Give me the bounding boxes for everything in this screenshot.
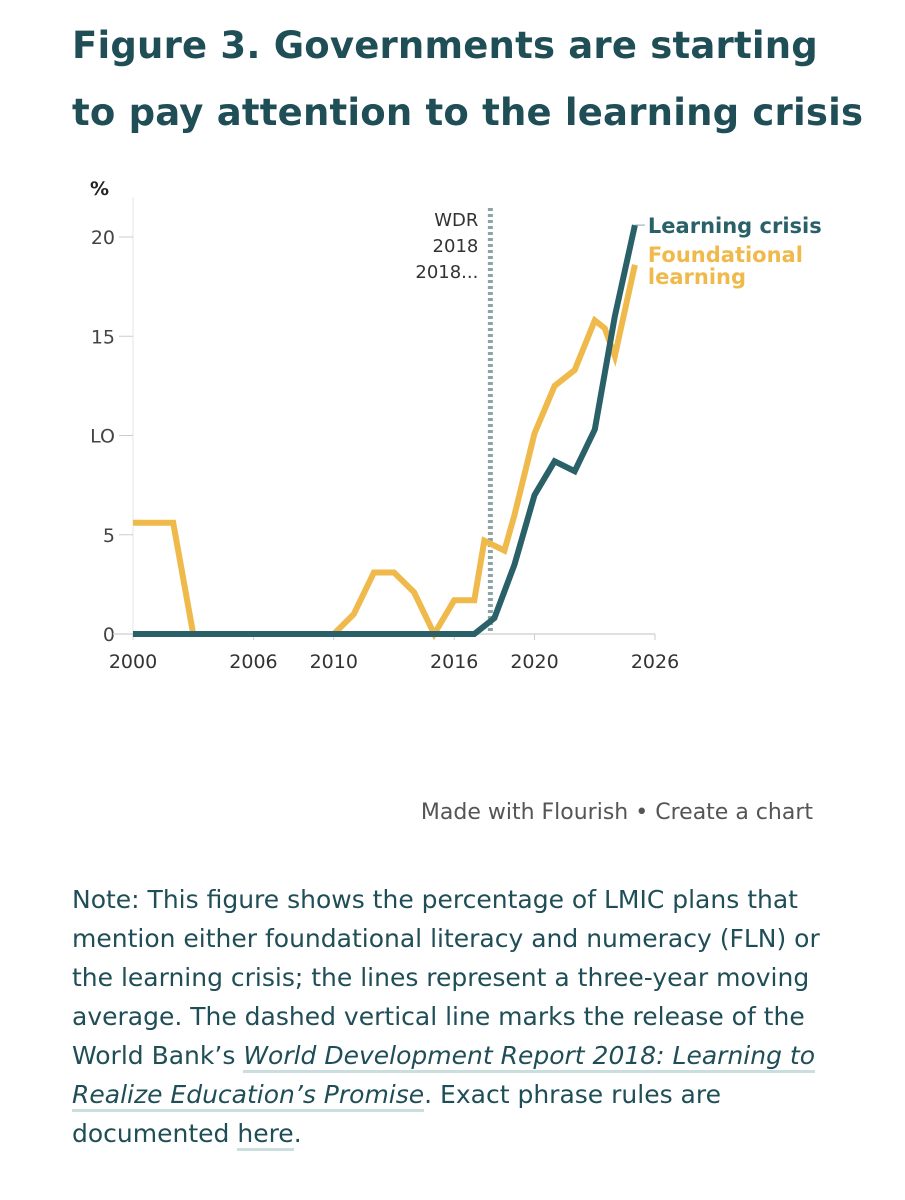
- legend-foundational-learning: Foundational learning: [648, 243, 803, 289]
- x-tick-label: 2006: [229, 651, 277, 673]
- note-text-2: . Exact phrase rules are documented: [72, 1080, 721, 1148]
- made-with-flourish-link[interactable]: Made with Flourish: [420, 800, 629, 825]
- annotation-label: 2018: [433, 236, 479, 257]
- annotation-label: WDR: [434, 210, 478, 231]
- wdr-annotation: WDR 2018 2018...: [415, 208, 493, 634]
- y-tick-label: LO: [90, 426, 115, 448]
- series-line-foundational-learning: [133, 264, 638, 641]
- x-tick-label: 2020: [510, 651, 558, 673]
- series-labels: Learning crisis Foundational learning: [634, 214, 822, 289]
- wdr-report-title: World Development Report 2018: Learning …: [72, 1041, 816, 1109]
- credit-separator: •: [635, 800, 649, 825]
- note-text: Note: This figure shows the percentage o…: [72, 885, 820, 1070]
- x-tick-label: 2026: [631, 651, 679, 673]
- series-line-learning-crisis: [133, 224, 638, 637]
- create-chart-link[interactable]: Create a chart: [655, 800, 813, 825]
- line-chart: % 0 5 LO 15 20 2000 2006 2010 2016 2020 2026 WDR 20…: [90, 178, 822, 673]
- annotation-label: 2018...: [415, 262, 478, 283]
- y-tick-label: 0: [103, 624, 115, 646]
- flourish-credit: Made with Flourish • Create a chart: [421, 800, 813, 825]
- legend-learning-crisis: Learning crisis: [648, 214, 822, 238]
- x-tick-label: 2000: [109, 651, 157, 673]
- x-tick-label: 2016: [430, 651, 478, 673]
- y-tick-label: 20: [91, 227, 115, 249]
- phrase-rules-link[interactable]: here: [237, 1119, 294, 1151]
- wdr-report-link[interactable]: World Development Report 2018: Learning …: [72, 1041, 816, 1112]
- y-tick-label: 15: [91, 326, 115, 348]
- y-tick-label: 5: [103, 525, 115, 547]
- x-tick-label: 2010: [310, 651, 358, 673]
- series-lines: [133, 224, 638, 641]
- figure-note: Note: This figure shows the percentage o…: [72, 880, 852, 1153]
- chart-title: Figure 3. Governments are starting to pa…: [72, 24, 864, 134]
- y-axis: % 0 5 LO 15 20: [90, 178, 134, 646]
- note-text-3: .: [293, 1119, 302, 1148]
- x-axis: 2000 2006 2010 2016 2020 2026: [109, 633, 679, 673]
- y-axis-unit: %: [90, 178, 109, 200]
